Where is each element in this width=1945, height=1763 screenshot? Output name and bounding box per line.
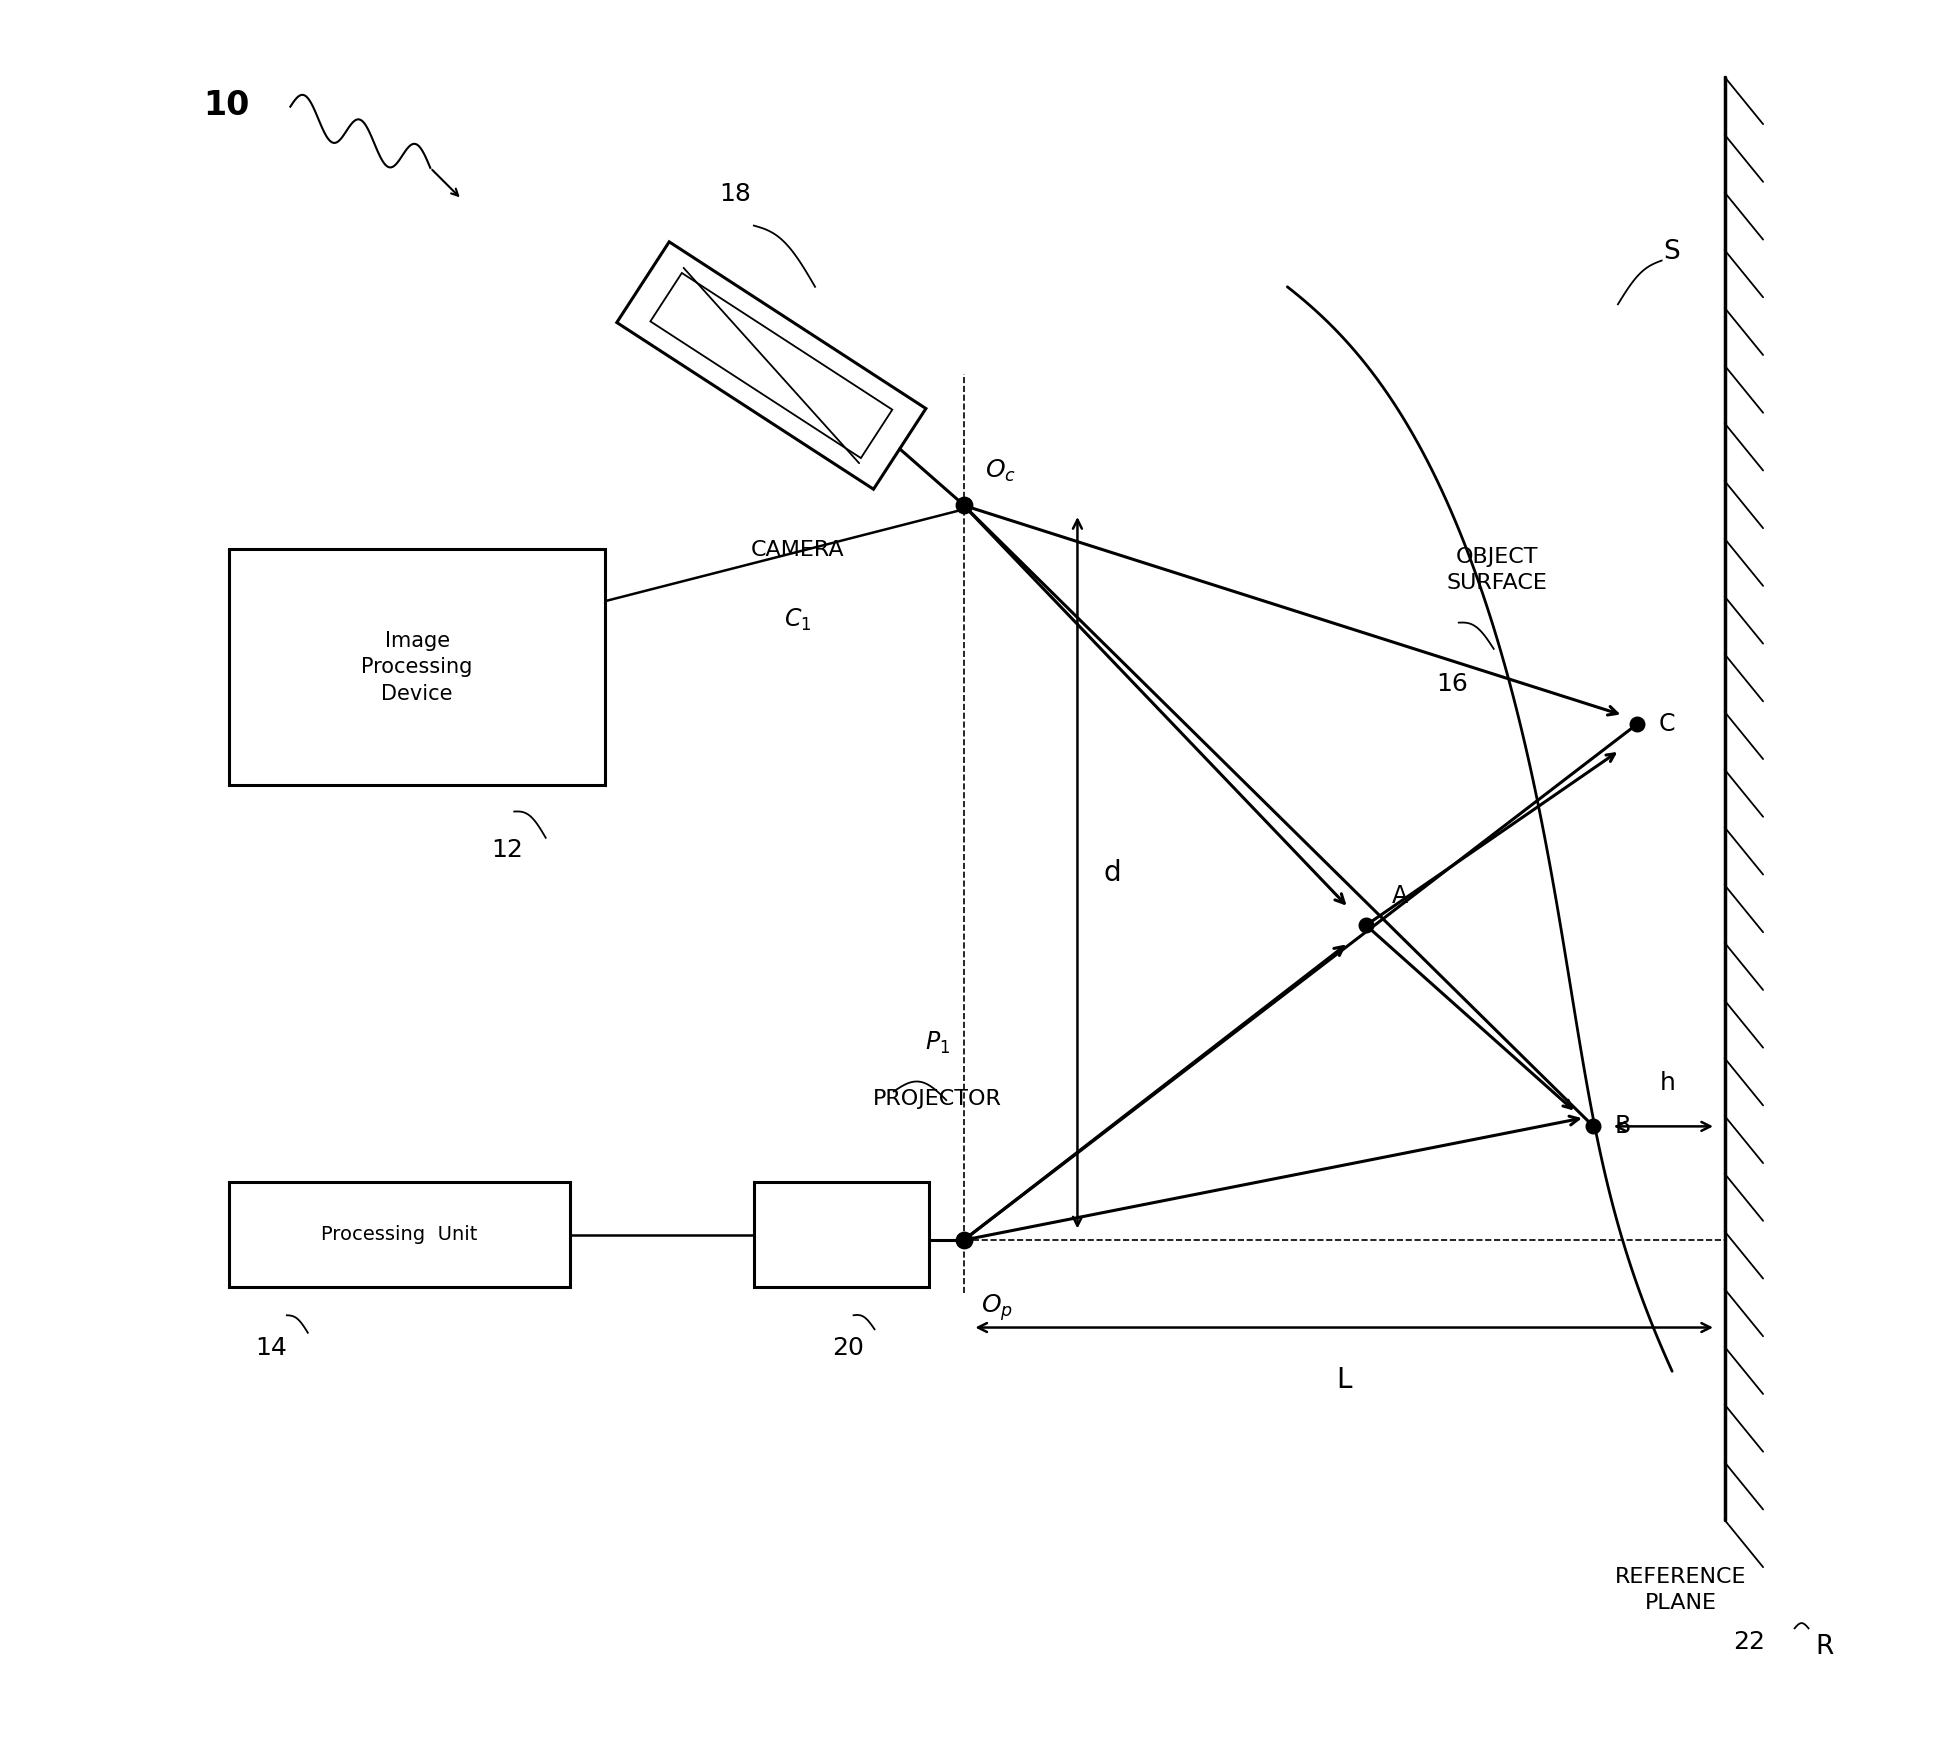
Point: [949, 492, 980, 520]
Text: h: h: [1659, 1070, 1677, 1095]
Bar: [230, 1183, 570, 1287]
Text: 22: 22: [1733, 1631, 1766, 1654]
Bar: [230, 548, 605, 785]
Point: [1350, 911, 1381, 940]
Text: C: C: [1659, 712, 1675, 737]
Text: d: d: [1103, 859, 1122, 887]
Text: 20: 20: [832, 1336, 864, 1361]
Text: OBJECT
SURFACE: OBJECT SURFACE: [1447, 547, 1548, 592]
Text: REFERENCE
PLANE: REFERENCE PLANE: [1614, 1567, 1747, 1613]
Point: [1622, 710, 1653, 739]
Text: A: A: [1393, 883, 1408, 908]
Text: 18: 18: [720, 182, 751, 206]
Text: $O_c$: $O_c$: [984, 458, 1015, 485]
Point: [949, 1225, 980, 1253]
Text: 14: 14: [255, 1336, 288, 1361]
Bar: [755, 1183, 930, 1287]
Text: B: B: [1614, 1114, 1630, 1139]
Text: PROJECTOR: PROJECTOR: [873, 1090, 1002, 1109]
Point: [1577, 1112, 1609, 1141]
Text: 12: 12: [492, 837, 523, 862]
Text: 16: 16: [1435, 672, 1468, 696]
Text: Image
Processing
Device: Image Processing Device: [362, 631, 473, 703]
Text: $P_1$: $P_1$: [926, 1030, 949, 1056]
Text: L: L: [1336, 1366, 1352, 1395]
Text: $C_1$: $C_1$: [784, 606, 811, 633]
Text: S: S: [1663, 238, 1680, 264]
Text: Processing  Unit: Processing Unit: [321, 1225, 478, 1245]
Text: 10: 10: [202, 90, 249, 122]
Text: CAMERA: CAMERA: [751, 541, 844, 561]
Text: $O_p$: $O_p$: [980, 1292, 1013, 1324]
Text: R: R: [1815, 1634, 1834, 1659]
